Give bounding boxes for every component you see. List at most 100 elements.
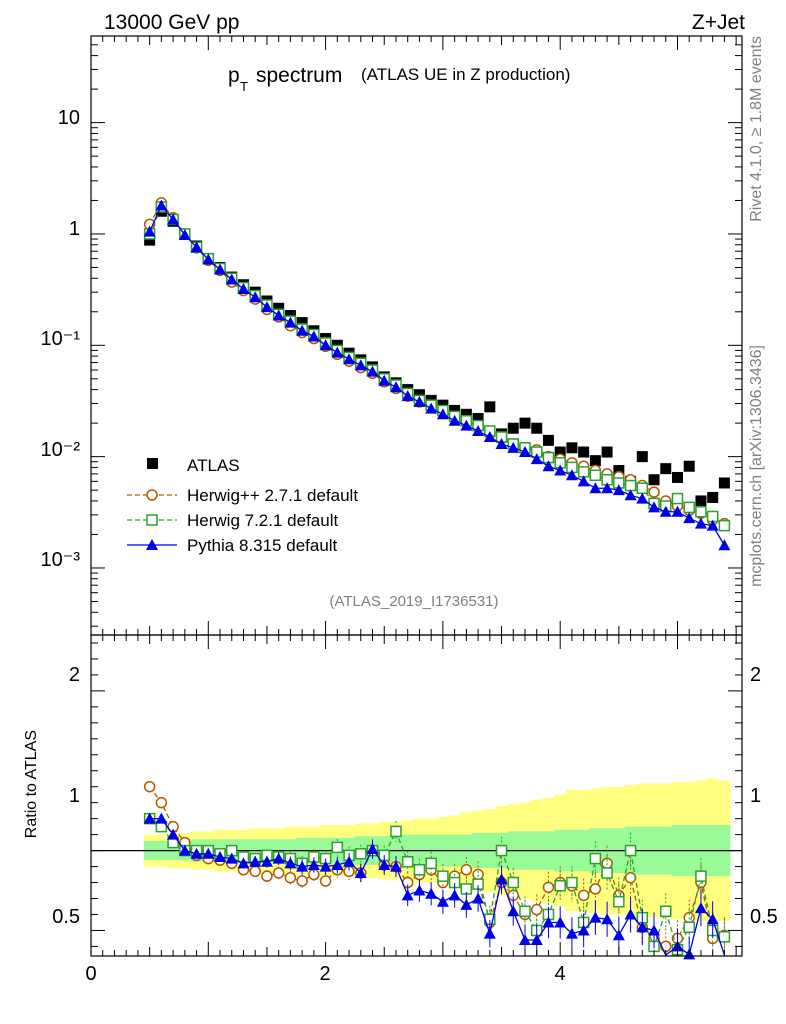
ratio-point-pythia-48	[706, 913, 719, 925]
ratio-axis-ticks	[90, 635, 742, 956]
rivet-version-label: Rivet 4.1.0, ≥ 1.8M events	[748, 36, 765, 222]
point-pythia-28	[472, 424, 485, 436]
point-pythia-1	[155, 199, 168, 211]
title-spectrum: spectrum	[256, 64, 342, 87]
header-energy-label: 13000 GeV pp	[104, 11, 239, 34]
point-pythia-10	[260, 301, 273, 313]
ratio-point-pythia-5	[202, 847, 215, 859]
point-atlas-11	[273, 302, 285, 314]
ratio-y-tick-label-right-0.5: 0.5	[750, 906, 778, 928]
point-atlas-32	[519, 417, 531, 429]
ratio-point-herwig7-21	[390, 825, 402, 838]
point-pythia-39	[601, 482, 614, 494]
point-atlas-46	[683, 460, 695, 472]
ratio-point-herwigpp-37	[577, 889, 590, 902]
ratio-point-herwigpp-41	[624, 871, 637, 884]
ratio-point-pythia-18	[354, 866, 367, 878]
point-atlas-37	[578, 446, 590, 458]
ratio-point-herwig7-24	[425, 857, 437, 870]
point-pythia-25	[436, 408, 449, 420]
point-pythia-41	[624, 489, 637, 501]
ratio-point-pythia-41	[624, 908, 637, 920]
ratio-series-pythia	[143, 812, 726, 960]
point-herwig7-46	[683, 501, 695, 514]
line-herwigpp	[149, 201, 725, 525]
ratio-point-pythia-26	[448, 889, 461, 901]
legend-marker-herwig7	[146, 514, 158, 526]
point-herwig7-45	[671, 492, 684, 505]
x-tick-label-4: 4	[554, 963, 565, 985]
point-pythia-32	[519, 446, 531, 458]
ratio-point-herwig7-23	[413, 864, 426, 876]
point-pythia-42	[636, 492, 649, 504]
point-pythia-0	[143, 225, 156, 237]
point-pythia-16	[331, 346, 344, 358]
point-atlas-13	[296, 317, 308, 329]
point-pythia-12	[284, 316, 297, 328]
series-herwigpp	[143, 197, 731, 530]
ratio-y-tick-label-right-1: 1	[750, 785, 761, 807]
point-pythia-9	[249, 291, 262, 303]
title-p: p	[228, 64, 240, 87]
point-pythia-20	[378, 374, 391, 386]
point-pythia-13	[296, 324, 309, 336]
ratio-point-herwig7-38	[589, 852, 602, 865]
point-pythia-30	[495, 437, 508, 449]
y-tick-label-1: 1	[69, 218, 80, 240]
point-pythia-38	[589, 482, 602, 494]
ratio-point-herwigpp-15	[319, 875, 332, 887]
ratio-point-herwig7-16	[331, 841, 344, 854]
point-pythia-7	[225, 273, 238, 285]
legend-entry-herwigpp: Herwig++ 2.7.1 default	[127, 486, 358, 505]
point-pythia-35	[554, 464, 567, 476]
point-pythia-6	[214, 263, 227, 275]
legend-entry-atlas: ATLAS	[147, 456, 240, 475]
point-atlas-33	[531, 422, 543, 434]
ratio-point-herwig7-31	[507, 876, 520, 889]
ratio-point-pythia-27	[460, 898, 473, 910]
point-atlas-27	[460, 408, 472, 420]
point-herwig7-41	[624, 479, 637, 492]
point-atlas-28	[472, 413, 484, 425]
point-pythia-18	[354, 359, 367, 371]
ratio-plot-frame	[90, 634, 743, 957]
point-pythia-31	[507, 441, 520, 453]
ratio-point-pythia-20	[378, 858, 391, 870]
ratio-point-herwigpp-0	[143, 780, 156, 793]
legend-entry-pythia: Pythia 8.315 default	[127, 536, 338, 555]
legend-marker-pythia	[146, 539, 158, 550]
legend-label-herwig7: Herwig 7.2.1 default	[187, 511, 338, 530]
point-pythia-45	[671, 505, 684, 517]
point-pythia-23	[413, 395, 426, 407]
x-tick-labels: 0 2 4	[85, 963, 565, 985]
ratio-point-herwigpp-11	[272, 867, 285, 879]
ratio-point-pythia-16	[331, 858, 344, 870]
ratio-point-pythia-35	[554, 916, 567, 928]
point-pythia-24	[425, 402, 438, 414]
ratio-point-pythia-40	[612, 929, 625, 941]
point-pythia-27	[460, 419, 473, 431]
ratio-point-pythia-30	[495, 873, 508, 885]
ratio-point-pythia-39	[601, 913, 614, 925]
point-pythia-44	[659, 505, 672, 517]
point-pythia-46	[683, 512, 696, 524]
ratio-point-pythia-10	[260, 855, 273, 867]
plot-title: p T spectrum (ATLAS UE in Z production)	[228, 64, 570, 94]
y-tick-label-1e-1: 10⁻¹	[41, 328, 81, 350]
point-pythia-17	[343, 353, 356, 365]
point-pythia-36	[565, 469, 578, 481]
ratio-point-pythia-34	[542, 916, 555, 928]
point-pythia-4	[190, 241, 203, 253]
legend-entry-herwig7: Herwig 7.2.1 default	[127, 511, 338, 530]
point-pythia-47	[694, 517, 707, 529]
legend: ATLAS Herwig++ 2.7.1 default Herwig 7.2.…	[127, 456, 358, 555]
ratio-point-pythia-38	[589, 911, 602, 923]
point-pythia-26	[448, 414, 461, 426]
ratio-plot-series	[143, 780, 731, 960]
point-pythia-29	[483, 431, 496, 443]
point-atlas-29	[484, 401, 496, 413]
ratio-point-pythia-32	[519, 934, 531, 946]
ratio-point-herwig7-25	[437, 870, 449, 882]
ratio-point-pythia-43	[648, 924, 661, 936]
